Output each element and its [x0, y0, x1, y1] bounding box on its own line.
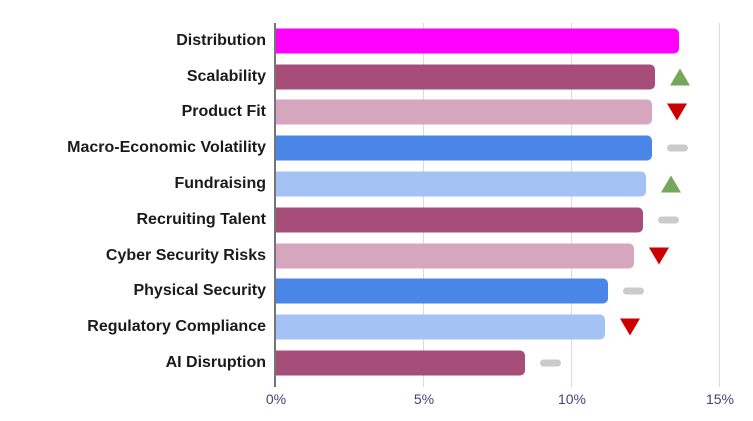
y-axis-line: [274, 23, 276, 387]
category-label: Macro-Economic Volatility: [67, 139, 266, 157]
trend-neutral-icon: [539, 359, 561, 367]
x-axis-tick-label: 0%: [265, 391, 287, 407]
bar-track: [276, 238, 720, 274]
category-label: Regulatory Compliance: [87, 318, 266, 336]
bar-track: [276, 166, 720, 202]
bar: [276, 207, 644, 233]
chart-row: AI Disruption: [0, 345, 753, 381]
category-label: Fundraising: [174, 175, 266, 193]
category-label: Physical Security: [133, 282, 266, 300]
category-label: Distribution: [176, 31, 266, 49]
trend-up-icon: [661, 175, 681, 193]
bar-track: [276, 130, 720, 166]
bar: [276, 28, 679, 54]
trend-neutral-icon: [622, 287, 644, 295]
gridline: [423, 23, 424, 387]
gridline: [719, 23, 720, 387]
chart-row: Cyber Security Risks: [0, 238, 753, 274]
chart-row: Macro-Economic Volatility: [0, 130, 753, 166]
bar-track: [276, 309, 720, 345]
bar-track: [276, 202, 720, 238]
category-label: Recruiting Talent: [136, 210, 267, 228]
bar-track: [276, 59, 720, 95]
bar: [276, 350, 525, 376]
gridline: [571, 23, 572, 387]
category-label: Cyber Security Risks: [105, 246, 266, 264]
bar: [276, 99, 652, 125]
chart-row: Regulatory Compliance: [0, 309, 753, 345]
bar: [276, 243, 635, 269]
trend-down-icon: [619, 318, 640, 336]
chart-row: Product Fit: [0, 95, 753, 131]
trend-neutral-icon: [658, 216, 680, 224]
bar-track: [276, 345, 720, 381]
bar: [276, 314, 605, 340]
x-axis: 0% 5% 10% 15%: [266, 391, 734, 411]
x-axis-tick-label: 5%: [413, 391, 435, 407]
chart-row: Recruiting Talent: [0, 202, 753, 238]
bar: [276, 64, 655, 90]
bar-track: [276, 23, 720, 59]
trend-down-icon: [649, 247, 670, 265]
trend-up-icon: [669, 68, 690, 86]
category-label: AI Disruption: [165, 354, 266, 372]
x-axis-tick-label: 10%: [557, 391, 587, 407]
category-label: Scalability: [186, 67, 266, 85]
bar: [276, 135, 652, 161]
chart-row: Physical Security: [0, 274, 753, 310]
category-label: Product Fit: [181, 103, 266, 121]
bar-track: [276, 95, 720, 131]
bar: [276, 171, 646, 197]
x-axis-tick-label: 15%: [705, 391, 735, 407]
bar: [276, 278, 608, 304]
trend-neutral-icon: [666, 144, 688, 152]
trend-down-icon: [666, 103, 687, 121]
chart-row: Distribution: [0, 23, 753, 59]
bar-track: [276, 274, 720, 310]
chart-row: Fundraising: [0, 166, 753, 202]
chart-row: Scalability: [0, 59, 753, 95]
